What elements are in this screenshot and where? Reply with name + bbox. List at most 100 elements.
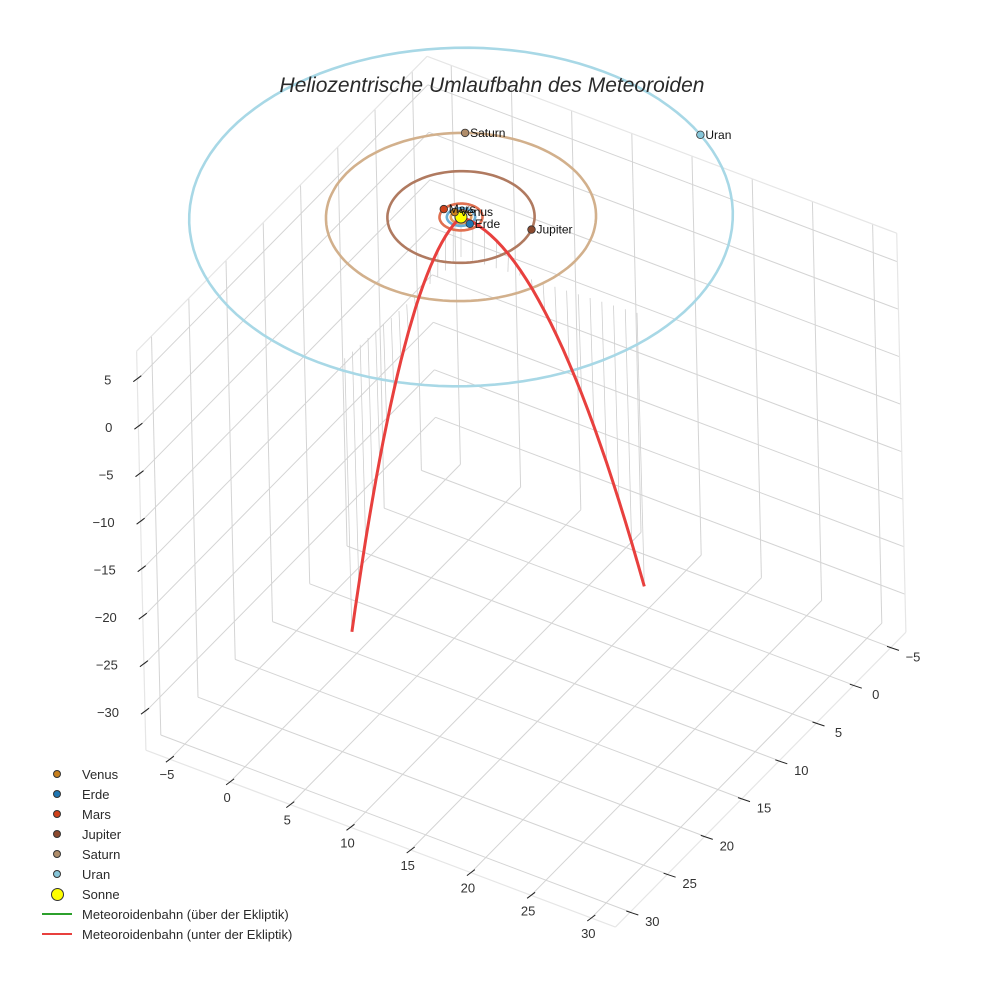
box-edge [896, 233, 907, 633]
legend-item[interactable]: Erde [40, 784, 292, 804]
x-tick-label: 5 [284, 813, 291, 828]
grid-line [530, 600, 822, 896]
drop-line [375, 331, 380, 460]
legend-label: Meteoroidenbahn (unter der Ekliptik) [82, 926, 293, 942]
tick-mark [136, 517, 145, 525]
legend-item[interactable]: Saturn [40, 844, 292, 864]
orbit-saturn [324, 131, 598, 303]
grid-line [751, 178, 762, 578]
x-tick-label: 30 [581, 926, 595, 941]
drop-line [636, 312, 645, 587]
drop-line [577, 294, 582, 394]
tick-mark [812, 721, 825, 727]
grid-line [136, 84, 429, 381]
axis-grid [136, 55, 907, 928]
drop-line [624, 309, 632, 543]
y-tick-label: 10 [794, 763, 808, 778]
legend-item[interactable]: Meteoroidenbahn (unter der Ekliptik) [40, 924, 292, 944]
legend-label: Venus [82, 766, 119, 782]
legend-item[interactable]: Sonne [40, 884, 292, 904]
legend-item[interactable]: Jupiter [40, 824, 292, 844]
legend-item[interactable]: Meteoroidenbahn (über der Ekliptik) [40, 904, 292, 924]
grid-line [142, 321, 434, 618]
box-edge [136, 55, 428, 352]
grid-line [450, 65, 461, 465]
planet-uran [696, 130, 705, 139]
grid-line [434, 369, 905, 548]
legend-item[interactable]: Uran [40, 864, 292, 884]
legend-label: Jupiter [82, 826, 122, 842]
z-tick-label: −15 [94, 563, 116, 578]
tick-mark [140, 707, 150, 715]
grid-line [811, 201, 823, 601]
grid-line [691, 156, 702, 556]
grid-line [421, 469, 892, 648]
x-tick-label: 0 [223, 790, 230, 805]
drop-line [352, 351, 360, 585]
drop-line [613, 305, 620, 502]
marker-swatch-icon [40, 804, 74, 824]
drop-line [398, 310, 402, 361]
grid-line [429, 179, 900, 358]
tick-mark [886, 645, 900, 651]
legend-label: Saturn [82, 846, 121, 862]
drop-line [406, 304, 409, 333]
marker-swatch-icon [40, 764, 74, 784]
grid-line [384, 507, 854, 686]
grid-line [427, 84, 898, 263]
grid-line [872, 224, 883, 624]
grid-line [188, 298, 199, 698]
planet-erde [465, 219, 474, 228]
x-tick-label: 25 [521, 903, 535, 918]
grid-line [300, 184, 311, 584]
meteoroid-trajectory [350, 215, 646, 633]
legend-label: Meteoroidenbahn (über der Ekliptik) [82, 906, 289, 922]
tick-mark [134, 422, 143, 430]
drop-lines [344, 217, 645, 632]
drop-line [589, 297, 595, 427]
grid-line [272, 621, 743, 800]
grid-line [433, 321, 903, 500]
grid-line [432, 274, 902, 453]
grid-line [631, 133, 642, 533]
legend-item[interactable]: Venus [40, 764, 292, 784]
legend-label: Sonne [82, 886, 120, 902]
axis-ticks: 5 0 −5 −10 −15 −20 −25 −30 −5 0 5 10 15 20 25 30 −5 0 5 10 1… [93, 373, 921, 941]
marker-swatch-icon [40, 784, 74, 804]
grid-line [144, 416, 436, 713]
tick-mark [135, 470, 144, 478]
drop-line [542, 283, 546, 312]
marker-swatch-icon [40, 844, 74, 864]
marker-swatch-icon [40, 884, 74, 904]
grid-line [262, 222, 273, 622]
planet-label: Mars [449, 202, 476, 216]
chart-title: Heliozentrische Umlaufbahn des Meteoroid… [279, 74, 705, 97]
y-tick-label: 20 [720, 838, 734, 853]
tick-mark [849, 683, 862, 689]
grid-line [160, 734, 631, 913]
grid-line [309, 583, 780, 762]
legend-label: Erde [82, 786, 110, 802]
line-swatch-icon [40, 924, 74, 944]
tick-mark [700, 834, 713, 840]
grid-line [410, 554, 702, 851]
legend-label: Uran [82, 866, 111, 882]
z-tick-label: −25 [96, 658, 118, 673]
legend-item[interactable]: Mars [40, 804, 292, 824]
y-tick-label: 0 [872, 687, 879, 702]
planet-label: Venus [460, 205, 493, 219]
tick-mark [139, 660, 149, 668]
grid-line [435, 416, 906, 595]
legend-label: Mars [82, 806, 111, 822]
grid-line [138, 131, 430, 428]
planet-mars [439, 204, 448, 214]
grid-line [350, 532, 642, 828]
drop-line [359, 344, 366, 541]
grid-line [151, 335, 162, 736]
tick-mark [586, 914, 596, 922]
grid-line [225, 260, 236, 660]
tick-mark [663, 872, 676, 878]
planet-jupiter [527, 225, 536, 234]
